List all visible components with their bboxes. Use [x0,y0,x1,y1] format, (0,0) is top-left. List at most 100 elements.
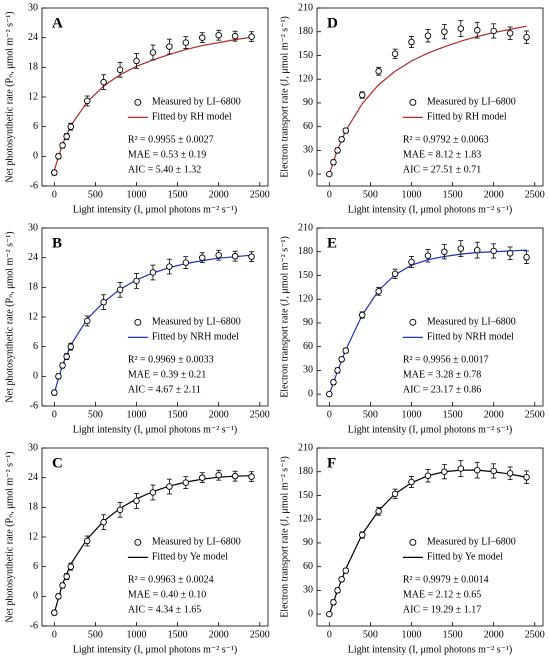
x-tick-label: 1500 [168,629,188,640]
x-tick-label: 1000 [127,189,147,200]
data-point [59,582,66,589]
y-tick-label: 24 [28,472,38,483]
panel: 0 500 1000 1500 2000 2500 -6 0 6 12 18 24 30 Light in… [4,442,269,655]
panel-letter: B [52,235,62,251]
y-tick-label: 30 [28,222,38,233]
legend-marker [409,98,417,106]
y-tick-label: 150 [298,270,313,281]
data-point [83,317,91,325]
data-point [523,34,530,41]
x-tick-label: 0 [327,629,332,640]
data-point [474,466,481,474]
data-point [424,472,432,479]
data-point [424,252,432,259]
x-tick-label: 2500 [250,409,270,420]
y-tick-label: 90 [303,317,313,328]
data-point [83,97,91,105]
x-axis-label: Light intensity (I, μmol photons m⁻² s⁻¹… [348,204,512,215]
x-axis-label: Light intensity (I, μmol photons m⁻² s⁻¹… [348,644,512,655]
y-tick-label: 60 [303,121,313,132]
data-point [523,254,530,261]
data-point [59,362,66,369]
data-point [490,27,497,35]
fit-statistic: AIC = 23.17 ± 0.86 [403,385,481,396]
y-tick-label: 120 [298,73,313,84]
fit-curve [53,36,252,171]
fit-statistic: AIC = 4.34 ± 1.65 [128,605,201,616]
y-tick-label: 18 [28,502,38,513]
y-axis-label: Electron transport rate (J, μmol m⁻² s⁻¹… [279,456,290,618]
panel-letter: F [327,455,336,471]
legend-label: Measured by LI–6800 [152,97,241,108]
panel: 0 500 1000 1500 2000 2500 -6 0 6 12 18 24 30 Light in… [4,222,269,435]
data-point [166,263,173,270]
y-tick-label: 120 [298,293,313,304]
data-point [334,147,341,154]
x-tick-label: 1000 [127,629,147,640]
data-point [408,258,415,266]
x-tick-label: 2000 [484,629,504,640]
plot-frame [316,227,544,407]
y-tick-label: 6 [33,121,38,132]
y-tick-label: 0 [33,591,38,602]
data-point [424,32,432,39]
x-tick-label: 1500 [443,189,463,200]
x-tick-label: 2500 [250,189,270,200]
legend-marker [134,538,142,546]
x-tick-label: 2000 [209,409,229,420]
fit-statistic: R² = 0.9956 ± 0.0017 [403,355,489,366]
y-tick-label: 210 [298,2,313,13]
data-point [375,508,382,515]
x-tick-label: 0 [327,189,332,200]
x-tick-label: 500 [88,629,103,640]
data-point [506,250,514,257]
y-tick-label: 18 [28,62,38,73]
data-point [63,573,70,580]
data-point [375,68,382,75]
data-point [149,489,157,496]
data-point [457,25,465,32]
data-point [199,254,206,261]
data-point [199,474,206,481]
x-axis-label: Light intensity (I, μmol photons m⁻² s⁻¹… [73,424,237,435]
x-tick-label: 500 [88,409,103,420]
data-point [342,347,350,354]
data-point [51,169,58,176]
legend-label: Fitted by RH model [152,112,232,123]
legend-label: Measured by LI–6800 [427,97,516,108]
y-tick-label: 180 [298,26,313,37]
data-point [116,506,124,514]
x-tick-label: 2000 [484,409,504,420]
fit-statistic: R² = 0.9969 ± 0.0033 [128,355,214,366]
x-tick-label: 1500 [443,629,463,640]
data-point [166,43,173,50]
data-point [342,127,350,134]
y-tick-label: 24 [28,32,38,43]
fit-statistic: R² = 0.9792 ± 0.0063 [403,135,489,146]
y-tick-label: 90 [303,537,313,548]
data-point [457,465,465,472]
data-point [199,34,206,41]
y-axis-label: Electron transport rate (J, μmol m⁻² s⁻¹… [279,236,290,398]
legend-label: Measured by LI–6800 [152,317,241,328]
data-point [391,490,399,498]
data-point [506,470,514,477]
x-tick-label: 0 [52,189,57,200]
data-point [375,288,382,295]
y-tick-label: 0 [33,151,38,162]
data-point [326,170,333,178]
x-tick-label: 500 [363,629,378,640]
fit-statistic: AIC = 4.67 ± 2.11 [128,385,201,396]
data-point [100,298,107,306]
panel-letter: E [327,235,337,251]
data-point [133,497,140,505]
x-tick-label: 1000 [402,189,422,200]
y-tick-label: 6 [33,561,38,572]
y-axis-label: Electron transport rate (J, μmol m⁻² s⁻¹… [279,16,290,178]
data-point [490,467,497,475]
data-point [342,567,350,574]
fit-statistic: AIC = 5.40 ± 1.32 [128,165,201,176]
data-point [149,49,157,56]
legend-marker [134,318,142,326]
y-tick-label: 60 [303,561,313,572]
